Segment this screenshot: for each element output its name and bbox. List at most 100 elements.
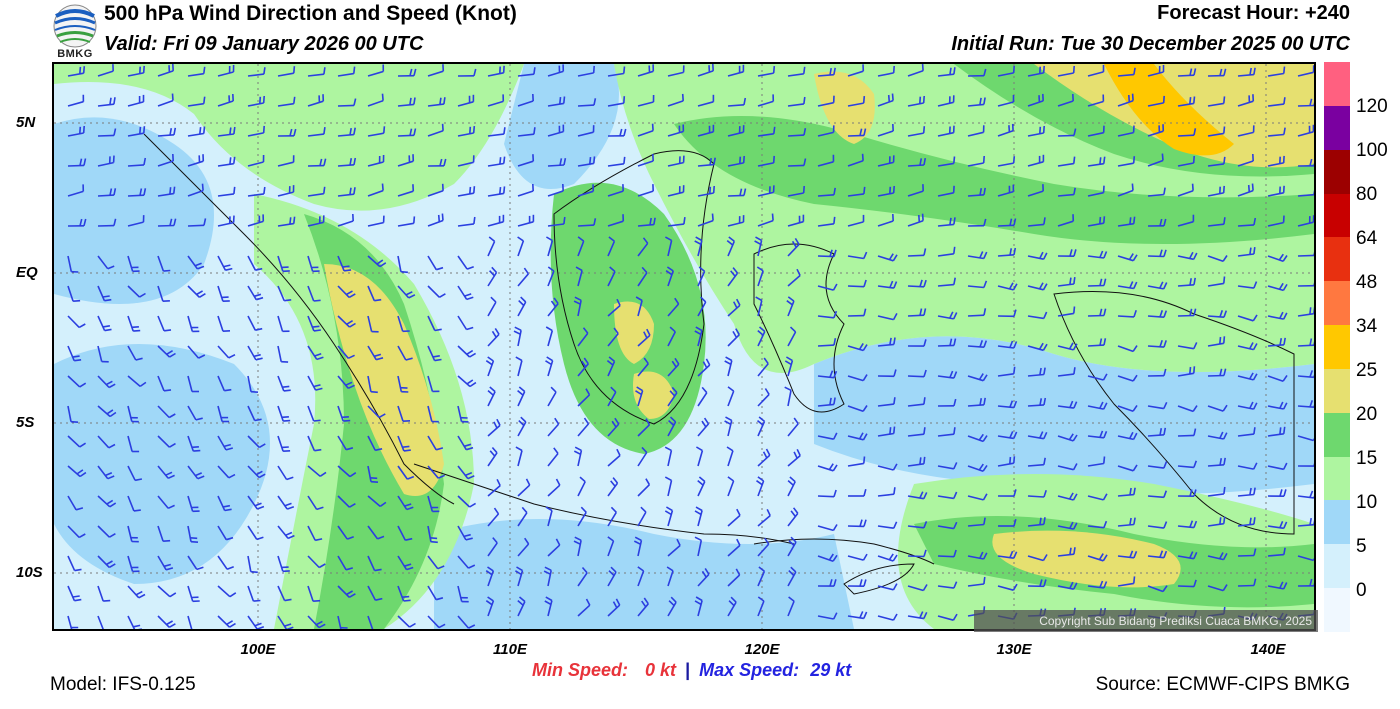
wind-barb [757, 514, 771, 527]
wind-barb-flag [485, 600, 493, 606]
wind-barb-flag [789, 326, 797, 333]
wind-barb [667, 270, 674, 287]
wind-barb [307, 405, 315, 422]
wind-barb-flag [466, 326, 474, 331]
wind-barb-flag [343, 269, 352, 272]
wind-barb [247, 255, 257, 271]
wind-barb [277, 615, 288, 629]
wind-barb [667, 130, 684, 137]
wind-barb-flag [113, 218, 117, 226]
wind-barb-flag [1133, 551, 1138, 559]
wind-barb [337, 555, 347, 571]
wind-barb-flag [492, 537, 498, 544]
colorbar-segment [1324, 544, 1350, 589]
wind-barb-flag [82, 66, 86, 74]
wind-barb [607, 540, 615, 557]
wind-barb [1177, 220, 1194, 227]
wind-barb-flag [583, 357, 589, 365]
wind-barb-flag [862, 96, 866, 104]
wind-barb-flag [1163, 401, 1168, 409]
wind-barb-flag [545, 506, 553, 512]
wind-barb-flag [694, 330, 702, 336]
wind-barb-flag [1133, 487, 1136, 495]
wind-barb-flag [755, 296, 763, 302]
wind-barb [367, 375, 372, 392]
wind-barb-flag [953, 67, 956, 75]
wind-barb-flag [1282, 312, 1288, 320]
wind-barb-flag [413, 68, 417, 76]
wind-barb-flag [1309, 517, 1312, 526]
wind-barb-flag [104, 298, 112, 302]
wind-barb [577, 131, 594, 137]
wind-barb-flag [533, 127, 536, 135]
wind-barb [937, 131, 954, 137]
wind-barb-flag [108, 563, 116, 569]
wind-barb-flag [1163, 249, 1167, 257]
wind-barb [367, 255, 381, 268]
wind-barb-flag [1159, 428, 1163, 436]
wind-barb [487, 570, 495, 587]
wind-barb [307, 555, 320, 569]
wind-barb-flag [664, 510, 672, 516]
lat-label-5s: 5S [16, 414, 35, 431]
wind-barb-flag [726, 239, 734, 246]
wind-barb [1207, 342, 1224, 347]
wind-barb-flag [862, 553, 868, 561]
wind-barb [577, 540, 582, 557]
wind-barb [247, 102, 264, 107]
wind-barb-flag [893, 426, 896, 434]
wind-barb-flag [256, 625, 265, 629]
wind-barb-flag [792, 507, 799, 514]
wind-barb [457, 615, 470, 629]
wind-barb [187, 435, 195, 452]
wind-barb-flag [1132, 374, 1138, 382]
wind-barb-flag [487, 566, 494, 572]
wind-barb-flag [400, 270, 408, 274]
wind-barb [727, 240, 736, 257]
wind-barb-flag [133, 624, 141, 628]
wind-barb [757, 570, 766, 587]
wind-barb [1027, 495, 1045, 498]
wind-barb-flag [1099, 216, 1102, 224]
wind-barb-flag [254, 502, 262, 507]
wind-barb [217, 193, 235, 197]
wind-barb-flag [919, 457, 922, 465]
wind-barb [127, 405, 133, 422]
wind-barb-flag [771, 213, 774, 221]
wind-barb [667, 421, 677, 437]
wind-barb-flag [832, 432, 838, 440]
wind-barb-flag [695, 446, 703, 452]
wind-barb-flag [1159, 310, 1164, 318]
wind-barb [67, 465, 81, 478]
wind-barb [1297, 405, 1314, 408]
wind-barb-flag [284, 502, 292, 507]
wind-barb [1237, 493, 1254, 497]
wind-barb-flag [520, 416, 527, 423]
wind-barb-flag [833, 579, 837, 587]
wind-barb-flag [1069, 400, 1074, 408]
wind-barb-flag [131, 326, 139, 329]
wind-barb-flag [730, 596, 737, 603]
wind-barb [1297, 495, 1314, 499]
wind-barb [97, 405, 111, 418]
wind-barb-flag [74, 598, 82, 602]
wind-barb-flag [517, 389, 524, 396]
wind-barb-flag [169, 592, 177, 598]
wind-barb-flag [284, 598, 292, 602]
wind-barb [967, 375, 984, 382]
wind-barb [1027, 345, 1044, 352]
wind-barb [487, 162, 504, 167]
wind-barb [1087, 131, 1104, 137]
wind-barb [307, 73, 324, 77]
wind-barb [877, 72, 894, 77]
wind-barb-flag [589, 157, 592, 165]
wind-barb-flag [1103, 431, 1108, 439]
wind-barb-flag [254, 622, 262, 627]
wind-barb-flag [533, 67, 536, 75]
wind-barb [697, 301, 707, 317]
wind-barb-flag [674, 297, 680, 305]
wind-barb-flag [1013, 218, 1017, 226]
wind-barb-flag [1223, 486, 1226, 495]
wind-barb-flag [169, 187, 172, 195]
wind-barb-flag [545, 236, 553, 242]
